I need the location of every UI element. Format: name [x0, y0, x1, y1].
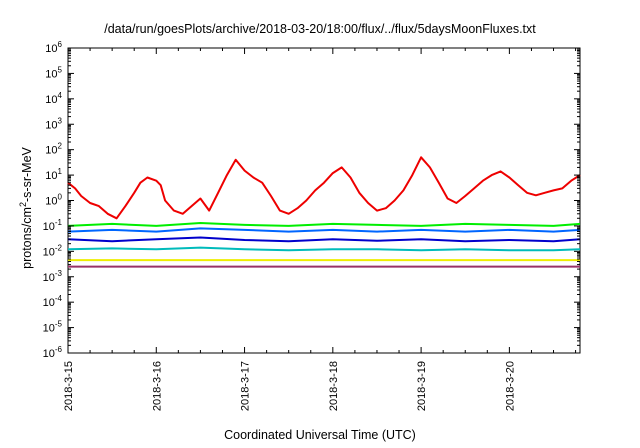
y-tick-label: 10-5 — [43, 320, 63, 335]
series-line-3 — [67, 236, 581, 243]
chart-title: /data/run/goesPlots/archive/2018-03-20/1… — [104, 22, 536, 36]
y-tick-label: 10-2 — [43, 243, 63, 258]
x-tick-label: 2018-3-16 — [151, 361, 163, 411]
x-tick-label: 2018-3-18 — [328, 361, 340, 411]
x-tick-label: 2018-3-15 — [63, 361, 75, 411]
y-tick-label: 10-4 — [43, 294, 63, 309]
y-tick-label: 106 — [45, 40, 62, 55]
y-tick-label: 101 — [45, 167, 62, 182]
x-tick-label: 2018-3-17 — [240, 361, 252, 411]
y-tick-label: 100 — [45, 193, 62, 208]
series-layer — [67, 156, 581, 268]
series-line-2 — [67, 227, 581, 233]
y-tick-label: 105 — [45, 65, 62, 80]
y-tick-label: 10-3 — [43, 269, 63, 284]
y-tick-label: 10-1 — [43, 218, 63, 233]
axis-layer: 10-6 10-5 10-4 10-3 10-2 10-1 100 101 102 103 104 1… — [43, 40, 580, 411]
series-line-4 — [67, 246, 581, 252]
x-tick-label: 2018-3-20 — [504, 361, 516, 411]
series-line-0 — [67, 156, 581, 220]
x-axis-label: Coordinated Universal Time (UTC) — [224, 428, 416, 442]
y-tick-label: 103 — [45, 116, 62, 131]
y-tick-label: 104 — [45, 91, 62, 106]
plot-frame — [67, 47, 581, 354]
series-line-1 — [67, 222, 581, 227]
x-tick-label: 2018-3-19 — [416, 361, 428, 411]
y-tick-label: 10-6 — [43, 345, 63, 360]
y-tick-label: 102 — [45, 142, 62, 157]
